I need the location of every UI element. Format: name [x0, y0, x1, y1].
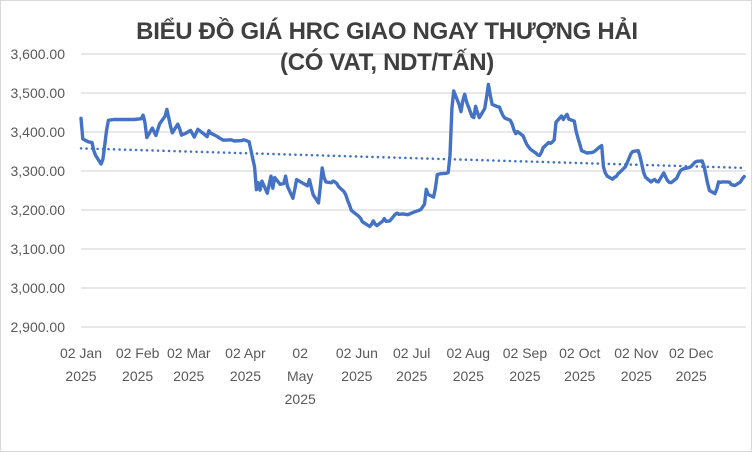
y-axis-tick-label: 3,100.00 [10, 241, 66, 257]
x-axis-tick-label-line: 2025 [229, 368, 261, 384]
x-axis-tick-label-line: May [286, 368, 314, 384]
chart-title-line1: BIỂU ĐỒ GIÁ HRC GIAO NGAY THƯỢNG HẢI [136, 18, 638, 45]
x-axis-tick-label-line: 02 Jul [392, 345, 431, 361]
x-axis-tick-label: 02 May 2025 [271, 342, 329, 411]
x-axis-tick-label-line: 2025 [564, 368, 596, 384]
y-axis-tick-label: 3,600.00 [10, 46, 66, 62]
x-axis-tick-label-line: 2025 [452, 368, 484, 384]
x-axis-tick-label-line: 2025 [65, 368, 97, 384]
trend-line [79, 147, 746, 170]
x-axis-tick-label-line: 02 Feb [115, 345, 160, 361]
x-axis-tick-label-line: 02 Sep [502, 345, 548, 361]
x-axis-tick-label: 02 Aug 2025 [439, 342, 497, 388]
x-axis-tick-label: 02 Mar 2025 [160, 342, 218, 388]
x-axis-tick-label-line: 02 Aug [446, 345, 491, 361]
x-axis-tick-label: 02 Sep 2025 [496, 342, 554, 388]
x-axis-tick-label-line: 2025 [284, 391, 316, 407]
x-axis-tick-label-line: 02 [292, 345, 308, 361]
x-axis-tick-label-line: 02 Jan [59, 345, 103, 361]
x-axis-tick-label-line: 02 Apr [225, 345, 266, 361]
x-axis-tick-label-line: 2025 [396, 368, 428, 384]
chart-title: BIỂU ĐỒ GIÁ HRC GIAO NGAY THƯỢNG HẢI (CÓ… [57, 16, 717, 78]
y-axis-tick-label: 3,000.00 [10, 280, 66, 296]
x-axis-tick-label-line: 02 Jun [335, 345, 378, 361]
x-axis-tick-label-line: 2025 [620, 368, 652, 384]
x-axis-tick-label: 02 Feb 2025 [109, 342, 167, 388]
x-axis-tick-label: 02 Apr 2025 [216, 342, 274, 388]
x-axis-tick-label: 02 Jan 2025 [52, 342, 110, 388]
y-axis-tick-label: 3,400.00 [10, 124, 66, 140]
x-axis-tick-label: 02 Dec 2025 [662, 342, 720, 388]
x-axis-tick-label: 02 Jun 2025 [328, 342, 386, 388]
chart-title-line2: (CÓ VAT, NDT/TẤN) [280, 49, 494, 76]
y-axis-tick-label: 2,900.00 [10, 319, 66, 335]
x-axis-tick-label-line: 02 Oct [559, 345, 601, 361]
x-axis-tick-label: 02 Oct 2025 [551, 342, 609, 388]
x-axis-tick-label-line: 2025 [122, 368, 154, 384]
x-axis-tick-label-line: 02 Nov [614, 345, 659, 361]
y-axis-tick-label: 3,200.00 [10, 202, 66, 218]
x-axis-tick-label-line: 02 Mar [166, 345, 211, 361]
y-axis-tick-label: 3,300.00 [10, 163, 66, 179]
x-axis-tick-label-line: 02 Dec [669, 345, 714, 361]
price-line-series [79, 82, 746, 229]
x-axis-tick-label: 02 Jul 2025 [383, 342, 441, 388]
x-axis-tick-label: 02 Nov 2025 [607, 342, 665, 388]
x-axis-tick-label-line: 2025 [675, 368, 707, 384]
x-axis-tick-label-line: 2025 [173, 368, 205, 384]
x-axis-tick-label-line: 2025 [341, 368, 373, 384]
x-axis-tick-label-line: 2025 [509, 368, 541, 384]
y-axis-tick-label: 3,500.00 [10, 85, 66, 101]
